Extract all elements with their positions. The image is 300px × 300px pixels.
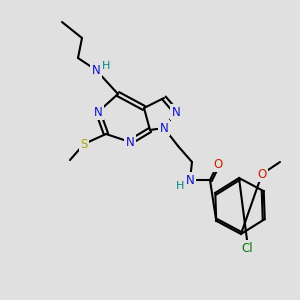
Text: S: S [80, 137, 88, 151]
Text: N: N [172, 106, 180, 118]
Text: N: N [126, 136, 134, 148]
Text: Cl: Cl [241, 242, 253, 254]
Text: N: N [92, 64, 100, 76]
Text: H: H [102, 61, 110, 71]
Text: O: O [213, 158, 223, 170]
Text: H: H [176, 181, 184, 191]
Text: N: N [186, 173, 194, 187]
Text: methoxy: methoxy [0, 299, 1, 300]
Text: N: N [160, 122, 168, 134]
Text: N: N [94, 106, 102, 118]
Text: O: O [257, 167, 267, 181]
